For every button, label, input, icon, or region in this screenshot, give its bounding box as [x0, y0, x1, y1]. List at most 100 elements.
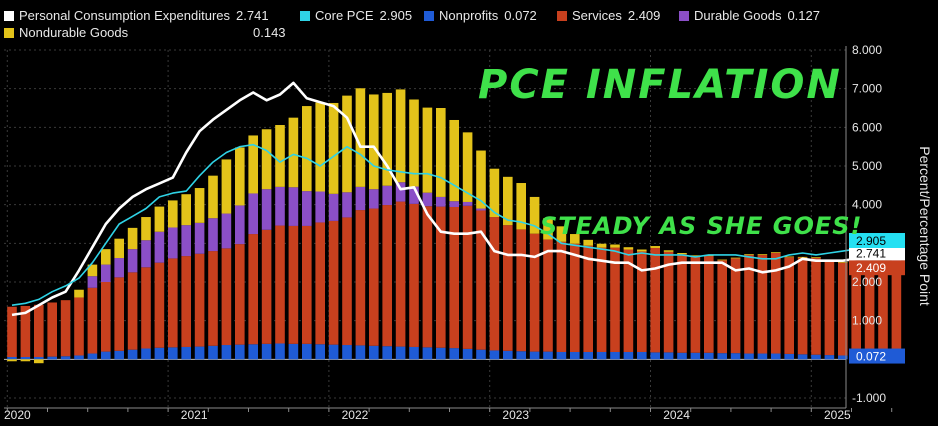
bar-services	[328, 220, 339, 345]
bar-services	[543, 239, 553, 352]
legend-value-pce: 2.741	[236, 8, 269, 23]
bar-services	[181, 256, 191, 347]
bar-services	[757, 254, 768, 354]
bar-services	[221, 248, 232, 346]
y-tick-label: 2.000	[852, 275, 882, 289]
bar-services	[395, 201, 406, 347]
bar-services	[489, 217, 500, 351]
bar-nondurable-goods	[637, 249, 647, 252]
bar-services	[771, 253, 781, 354]
bar-nonprofits	[369, 345, 379, 360]
bar-nonprofits	[771, 353, 781, 360]
bar-nonprofits	[382, 346, 392, 360]
x-tick-label: 2023	[502, 408, 529, 422]
badge-pce-text: 2.741	[856, 246, 886, 260]
x-tick-label: 2022	[342, 408, 369, 422]
bar-nonprofits	[302, 343, 312, 360]
bar-services	[516, 229, 526, 352]
bar-nondurable-goods	[529, 196, 540, 234]
bar-nondurable-goods	[436, 108, 446, 197]
bar-nonprofits	[757, 353, 768, 360]
line-pce	[11, 81, 897, 317]
bar-nondurable-goods	[101, 249, 111, 265]
bar-services	[101, 282, 111, 352]
bar-nonprofits	[422, 347, 433, 360]
badge-pce-bg	[849, 245, 905, 261]
bar-durable-goods	[395, 182, 406, 202]
bar-nonprofits	[248, 344, 258, 360]
bar-services	[797, 257, 808, 355]
bar-nondurable-goods	[355, 88, 366, 187]
bars-layer	[7, 88, 902, 364]
legend-value-nondurable: 0.143	[253, 25, 286, 40]
legend-item-durable[interactable]: Durable Goods 0.127	[679, 8, 820, 23]
bar-nonprofits	[570, 351, 580, 360]
bar-services	[275, 225, 285, 344]
bar-services	[208, 251, 218, 346]
bar-durable-goods	[328, 193, 339, 221]
bar-services	[194, 253, 205, 347]
bar-nondurable-goods	[382, 92, 392, 186]
bar-nondurable-goods	[556, 226, 567, 242]
bar-services	[154, 262, 165, 348]
bar-nonprofits	[489, 350, 500, 360]
bar-nonprofits	[74, 355, 84, 360]
bar-nondurable-goods	[168, 200, 178, 228]
legend-item-services[interactable]: Services 2.409	[557, 8, 660, 23]
badge-core-text: 2.905	[856, 234, 886, 248]
bar-services	[529, 233, 540, 352]
bar-nonprofits	[824, 355, 835, 360]
bar-nondurable-goods	[235, 147, 245, 206]
bar-nondurable-goods	[771, 252, 781, 253]
bar-nondurable-goods	[208, 175, 218, 219]
legend-label-core-pce: Core PCE	[315, 8, 374, 23]
bar-services	[677, 254, 687, 353]
bar-services	[583, 245, 593, 352]
bar-durable-goods	[476, 208, 486, 211]
bar-services	[784, 257, 794, 354]
bar-nonprofits	[838, 355, 848, 360]
bar-nonprofits	[690, 352, 701, 360]
bar-durable-goods	[248, 193, 258, 235]
bar-nonprofits	[409, 346, 419, 360]
bar-services	[436, 206, 446, 348]
bar-services	[288, 225, 299, 344]
bar-services	[409, 203, 419, 347]
bar-durable-goods	[168, 227, 178, 259]
bar-services	[704, 256, 714, 353]
legend-item-nonprofits[interactable]: Nonprofits 0.072	[424, 8, 537, 23]
bar-nonprofits	[141, 348, 151, 360]
bar-durable-goods	[87, 276, 98, 288]
bar-nonprofits	[543, 351, 553, 360]
bar-nondurable-goods	[690, 255, 701, 257]
bar-services	[127, 272, 138, 350]
bar-services	[369, 208, 379, 346]
badge-nonprofits-text: 0.072	[856, 350, 886, 364]
legend-item-core-pce[interactable]: Core PCE 2.905	[300, 8, 412, 23]
bar-nondurable-goods	[503, 176, 513, 226]
bar-nonprofits	[275, 343, 285, 360]
legend-swatch-core-pce	[300, 10, 310, 21]
bar-nondurable-goods	[20, 359, 31, 362]
bar-nondurable-goods	[181, 194, 191, 226]
bar-services	[650, 247, 660, 353]
bar-nonprofits	[7, 357, 17, 360]
y-tick-label: 7.000	[852, 82, 882, 96]
bar-nondurable-goods	[395, 89, 406, 183]
legend-item-pce[interactable]: Personal Consumption Expenditures 2.741	[4, 8, 269, 23]
bar-nondurable-goods	[650, 246, 660, 248]
legend-item-nondurable[interactable]: Nondurable Goods	[4, 25, 128, 40]
legend-value-nondurable-item: 0.143	[253, 25, 286, 40]
bar-durable-goods	[369, 189, 379, 209]
bar-durable-goods	[141, 240, 151, 268]
bar-nonprofits	[449, 348, 459, 360]
bar-nonprofits	[677, 352, 687, 360]
y-tick-label: -1.000	[852, 391, 886, 405]
bar-nonprofits	[114, 350, 124, 360]
bar-nonprofits	[47, 356, 57, 360]
legend-value-nonprofits: 0.072	[504, 8, 537, 23]
bar-services	[596, 247, 607, 352]
bar-services	[730, 258, 741, 354]
bar-nondurable-goods	[663, 250, 674, 252]
